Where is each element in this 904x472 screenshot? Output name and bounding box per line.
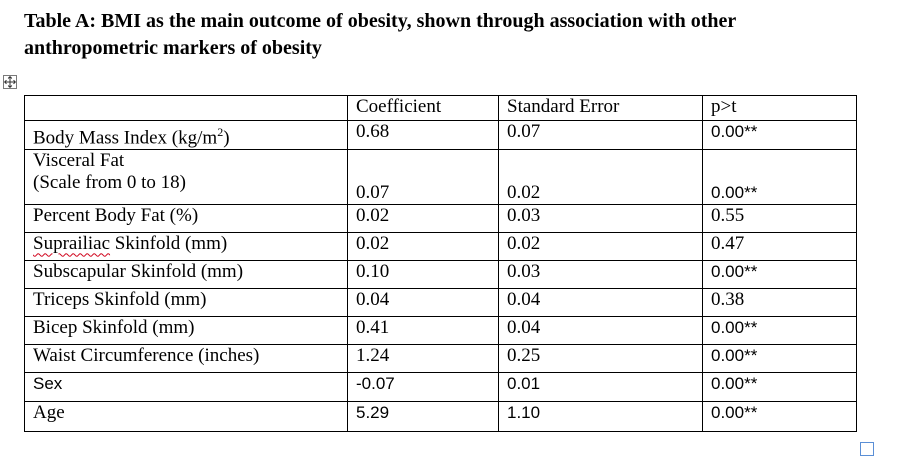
coef-cell: 0.07 (347, 149, 499, 206)
header-cell-empty (24, 95, 348, 121)
se-cell: 0.02 (498, 149, 703, 206)
header-coefficient: Coefficient (347, 95, 499, 121)
coef-cell: 0.02 (347, 232, 499, 262)
coef-cell: 1.24 (347, 344, 499, 374)
coef-cell: 0.10 (347, 260, 499, 290)
row-label: Bicep Skinfold (mm) (24, 316, 348, 346)
se-cell: 0.07 (498, 119, 703, 151)
caption-line-1: Table A: BMI as the main outcome of obes… (24, 10, 737, 32)
p-cell: 0.55 (702, 204, 857, 234)
p-cell: 0.00** (702, 401, 857, 433)
spellcheck-word: Suprailiac (33, 233, 111, 255)
table-row: Age 5.29 1.10 0.00** (24, 401, 857, 433)
table-move-handle-icon[interactable] (3, 75, 17, 89)
row-label: Body Mass Index (kg/m2) (24, 119, 348, 151)
coef-cell: 0.04 (347, 288, 499, 318)
table-row: Body Mass Index (kg/m2) 0.68 0.07 0.00** (24, 119, 857, 151)
p-cell: 0.00** (702, 260, 857, 290)
table-header-row: Coefficient Standard Error p>t (24, 95, 857, 121)
se-cell: 0.03 (498, 204, 703, 234)
row-label: Subscapular Skinfold (mm) (24, 260, 348, 290)
p-cell: 0.00** (702, 316, 857, 346)
header-standard-error: Standard Error (498, 95, 703, 121)
table-row: Triceps Skinfold (mm) 0.04 0.04 0.38 (24, 288, 857, 318)
se-cell: 0.01 (498, 372, 703, 403)
results-table: Coefficient Standard Error p>t Body Mass… (24, 95, 857, 433)
p-cell: 0.00** (702, 372, 857, 403)
table-resize-handle-icon[interactable] (860, 442, 874, 456)
caption-line-2: anthropometric markers of obesity (24, 37, 322, 59)
row-label: Percent Body Fat (%) (24, 204, 348, 234)
table-row: Waist Circumference (inches) 1.24 0.25 0… (24, 344, 857, 374)
p-cell: 0.38 (702, 288, 857, 318)
table-row: Suprailiac Skinfold (mm) 0.02 0.02 0.47 (24, 232, 857, 262)
table-row: Sex -0.07 0.01 0.00** (24, 372, 857, 403)
coef-cell: 5.29 (347, 401, 499, 433)
header-p-value: p>t (702, 95, 857, 121)
se-cell: 0.25 (498, 344, 703, 374)
se-cell: 0.04 (498, 316, 703, 346)
row-label: Sex (24, 372, 348, 403)
coef-cell: 0.41 (347, 316, 499, 346)
table-row: Percent Body Fat (%) 0.02 0.03 0.55 (24, 204, 857, 234)
se-cell: 0.03 (498, 260, 703, 290)
row-label: Waist Circumference (inches) (24, 344, 348, 374)
p-cell: 0.00** (702, 149, 857, 206)
se-cell: 1.10 (498, 401, 703, 433)
table-row: Visceral Fat (Scale from 0 to 18) 0.07 0.… (24, 149, 857, 206)
row-label: Age (24, 401, 348, 433)
p-cell: 0.00** (702, 344, 857, 374)
row-label: Visceral Fat (Scale from 0 to 18) (24, 149, 348, 206)
p-cell: 0.00** (702, 119, 857, 151)
table-caption: Table A: BMI as the main outcome of obes… (24, 8, 894, 62)
table-row: Bicep Skinfold (mm) 0.41 0.04 0.00** (24, 316, 857, 346)
row-label: Triceps Skinfold (mm) (24, 288, 348, 318)
se-cell: 0.02 (498, 232, 703, 262)
se-cell: 0.04 (498, 288, 703, 318)
row-label: Suprailiac Skinfold (mm) (24, 232, 348, 262)
table-row: Subscapular Skinfold (mm) 0.10 0.03 0.00… (24, 260, 857, 290)
coef-cell: -0.07 (347, 372, 499, 403)
coef-cell: 0.02 (347, 204, 499, 234)
p-cell: 0.47 (702, 232, 857, 262)
coef-cell: 0.68 (347, 119, 499, 151)
